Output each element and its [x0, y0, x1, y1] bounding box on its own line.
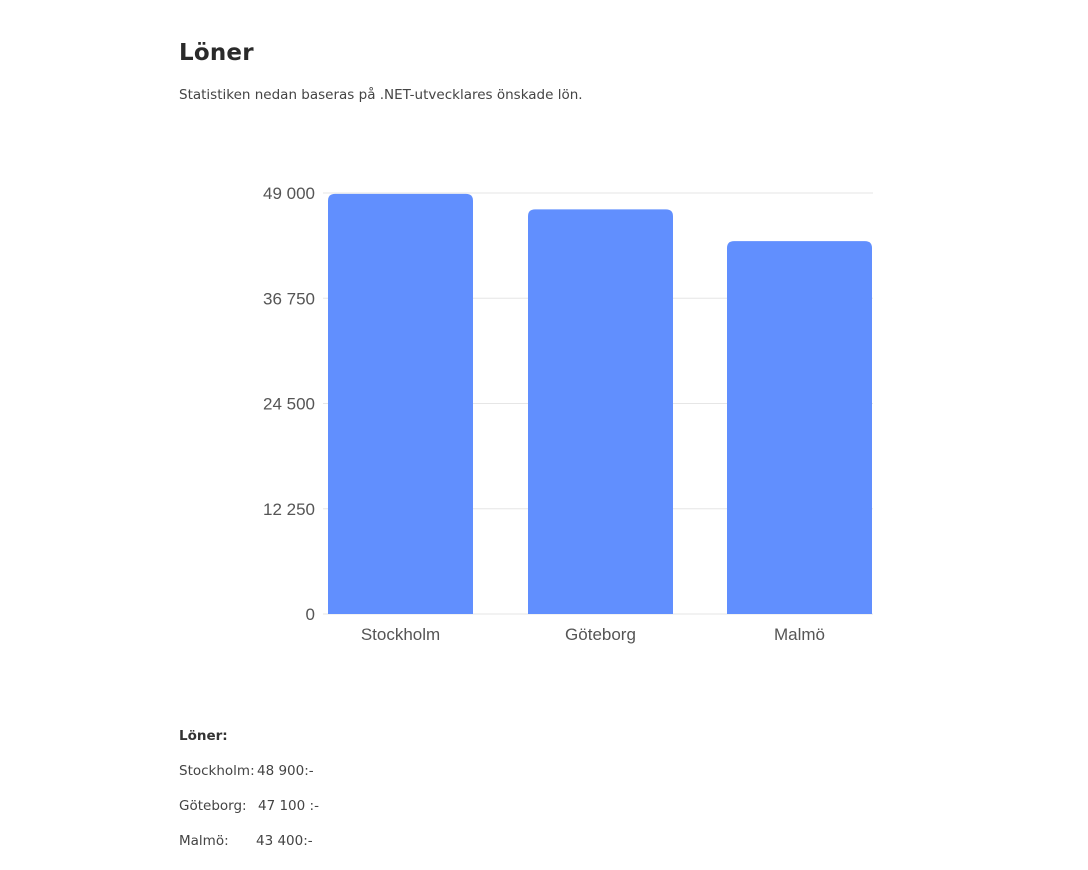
y-tick-label: 0 [306, 605, 315, 624]
x-axis-labels: Stockholm Göteborg Malmö [361, 625, 825, 644]
x-category-label: Stockholm [361, 625, 440, 644]
bar-malmö [727, 241, 872, 614]
page-title: Löner [179, 40, 254, 66]
summary-row-stockholm: Stockholm: 48 900:- [179, 763, 319, 779]
salary-bar-chart: 0 12 250 24 500 36 750 49 000 Stockholm Göteb… [263, 184, 873, 644]
x-category-label: Malmö [774, 625, 825, 644]
bar-göteborg [528, 209, 673, 614]
summary-value: 48 900:- [257, 763, 314, 779]
y-tick-label: 12 250 [263, 500, 315, 519]
page-subtitle: Statistiken nedan baseras på .NET-utveck… [179, 87, 583, 103]
summary-value: 47 100 :- [258, 798, 319, 814]
summary-value: 43 400:- [256, 833, 313, 849]
summary-city: Göteborg: [179, 798, 247, 814]
summary-city: Malmö: [179, 833, 229, 849]
bar-stockholm [328, 193, 473, 614]
summary-heading: Löner: [179, 728, 228, 744]
y-tick-label: 24 500 [263, 395, 315, 414]
salary-summary: Löner: Stockholm: 48 900:- Göteborg: 47 10… [179, 728, 319, 868]
chart-bars [328, 193, 872, 614]
y-tick-label: 36 750 [263, 289, 315, 308]
y-axis-ticks: 0 12 250 24 500 36 750 49 000 [263, 184, 315, 624]
summary-city: Stockholm: [179, 763, 255, 779]
x-category-label: Göteborg [565, 625, 636, 644]
summary-row-malmo: Malmö: 43 400:- [179, 833, 319, 849]
y-tick-label: 49 000 [263, 184, 315, 203]
summary-row-goteborg: Göteborg: 47 100 :- [179, 798, 319, 814]
